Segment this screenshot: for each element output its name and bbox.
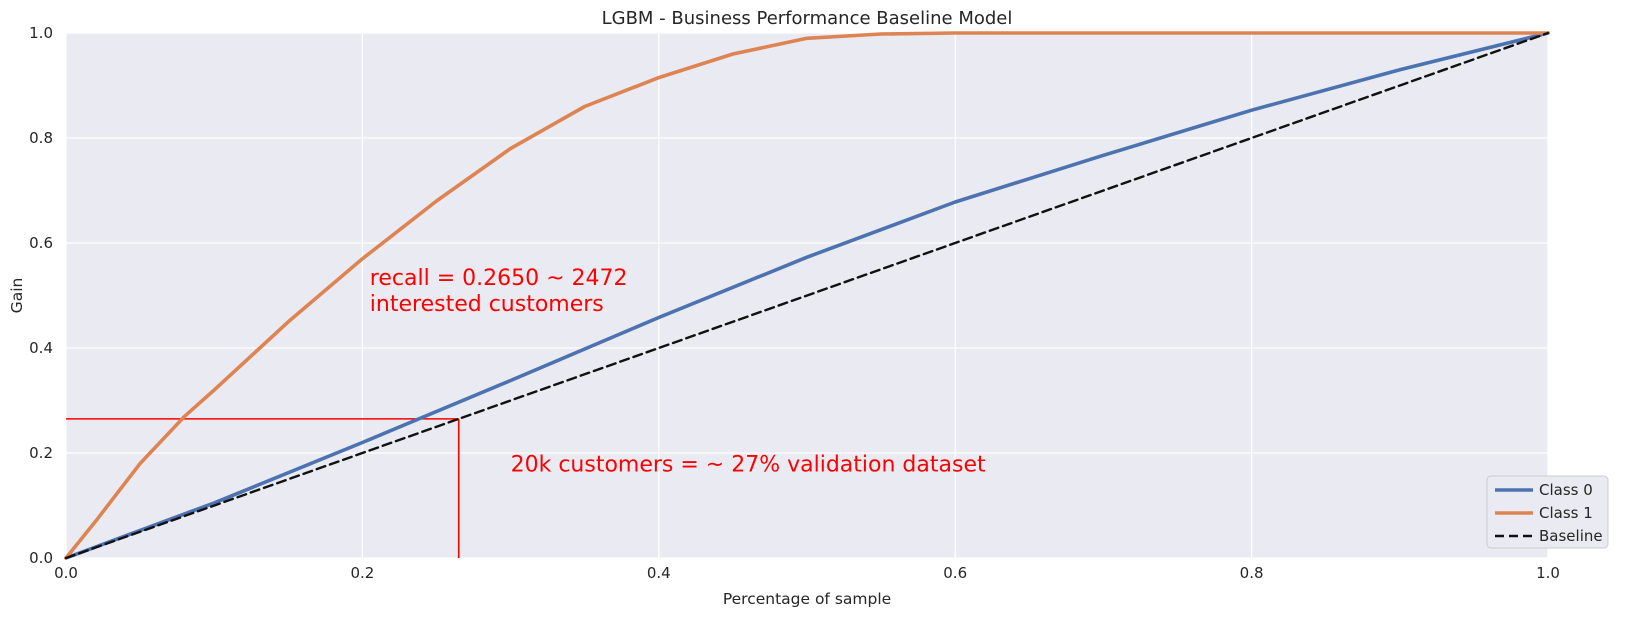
grid-lines: [65, 32, 1549, 559]
annotations: recall = 0.2650 ~ 2472 interested custome…: [370, 266, 986, 477]
y-tick-label: 0.0: [29, 549, 53, 567]
x-tick-label: 0.6: [943, 564, 967, 582]
x-tick-label: 1.0: [1536, 564, 1560, 582]
legend-label: Class 1: [1539, 504, 1593, 522]
annotation-line: interested customers: [370, 292, 604, 317]
x-tick-labels: 0.0 0.2 0.4 0.6 0.8 1.0: [54, 564, 1560, 582]
x-tick-label: 0.4: [647, 564, 671, 582]
chart-title: LGBM - Business Performance Baseline Mod…: [602, 8, 1013, 29]
legend-label: Baseline: [1539, 527, 1603, 545]
annotation-1: recall = 0.2650 ~ 2472 interested custome…: [370, 266, 628, 317]
x-tick-label: 0.8: [1240, 564, 1264, 582]
reference-lines: [66, 418, 460, 558]
y-tick-label: 0.6: [29, 234, 53, 252]
legend-box: [1486, 475, 1609, 549]
series-line-baseline: [64, 31, 1550, 560]
annotation-2: 20k customers = ~ 27% validation dataset: [511, 452, 986, 477]
annotation-line: 20k customers = ~ 27% validation dataset: [511, 452, 986, 477]
y-tick-label: 1.0: [29, 24, 53, 42]
x-tick-label: 0.2: [350, 564, 374, 582]
annotation-line: recall = 0.2650 ~ 2472: [370, 266, 628, 291]
y-tick-label: 0.4: [29, 339, 53, 357]
legend: Class 0 Class 1 Baseline: [1486, 475, 1609, 549]
series-line-class-1: [64, 31, 1550, 560]
y-tick-labels: 0.0 0.2 0.4 0.6 0.8 1.0: [29, 24, 53, 567]
y-axis-label: Gain: [8, 278, 26, 314]
legend-label: Class 0: [1539, 481, 1593, 499]
x-tick-label: 0.0: [54, 564, 78, 582]
y-tick-label: 0.2: [29, 444, 53, 462]
x-axis-label: Percentage of sample: [723, 590, 891, 608]
series-lines: [64, 31, 1550, 560]
series-line-class-0: [64, 31, 1550, 560]
y-tick-label: 0.8: [29, 129, 53, 147]
